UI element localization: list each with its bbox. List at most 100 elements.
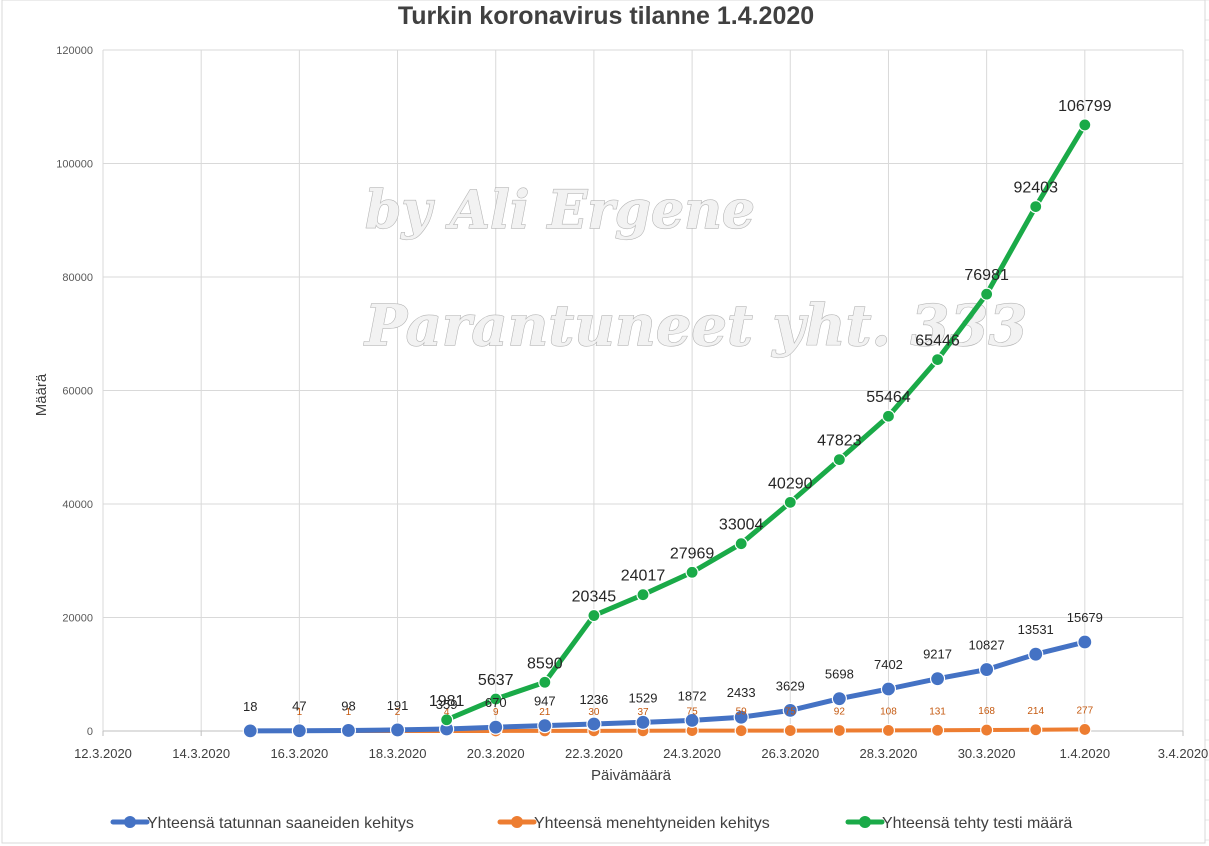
data-point [734, 537, 748, 551]
x-tick-label: 22.3.2020 [565, 746, 623, 761]
confirmed-label: 670 [485, 695, 507, 710]
legend-item-2: Yhteensä tehty testi määrä [845, 815, 1072, 832]
data-point [291, 723, 307, 739]
tests-label: 8590 [527, 655, 563, 672]
y-tick-label: 120000 [56, 45, 93, 57]
tests-label: 47823 [817, 433, 862, 450]
data-point [832, 453, 846, 467]
confirmed-label: 10827 [969, 638, 1005, 653]
data-point [489, 692, 503, 706]
data-point [537, 718, 553, 734]
data-point [880, 681, 897, 697]
deaths-label: 214 [1027, 706, 1044, 717]
confirmed-label: 47 [292, 699, 306, 714]
tests-label: 27969 [670, 545, 715, 562]
deaths-label: 30 [588, 707, 600, 718]
x-tick-label: 14.3.2020 [172, 746, 230, 761]
confirmed-label: 1236 [579, 692, 608, 707]
confirmed-label: 2433 [727, 685, 756, 700]
confirmed-label: 7402 [874, 657, 903, 672]
confirmed-label: 9217 [923, 647, 952, 662]
watermark-recovered: Parantuneet yht. 333 [363, 293, 1027, 359]
legend-label: Yhteensä tatunnan saaneiden kehitys [147, 815, 414, 832]
confirmed-label: 1529 [629, 690, 658, 705]
confirmed-label: 3629 [776, 678, 805, 693]
x-tick-label: 3.4.2020 [1158, 746, 1209, 761]
data-point [733, 709, 749, 725]
data-point [831, 691, 847, 707]
deaths-label: 168 [978, 706, 995, 717]
data-point [734, 724, 748, 738]
confirmed-label: 947 [534, 694, 556, 709]
deaths-label: 9 [493, 707, 499, 718]
x-tick-label: 12.3.2020 [74, 746, 132, 761]
tests-label: 5637 [478, 672, 514, 689]
tests-label: 65446 [915, 333, 960, 350]
y-tick-label: 20000 [62, 613, 93, 625]
data-point [782, 702, 798, 719]
y-tick-label: 100000 [56, 159, 93, 171]
data-point [684, 712, 700, 728]
data-point [980, 723, 994, 737]
x-tick-label: 20.3.2020 [467, 746, 525, 761]
data-point [1029, 200, 1043, 214]
deaths-label: 75 [785, 707, 797, 718]
watermark-author: by Ali Ergene [365, 180, 755, 241]
confirmed-label: 98 [341, 698, 355, 713]
tests-label: 20345 [572, 589, 617, 606]
confirmed-label: 1872 [678, 688, 707, 703]
legend: Yhteensä tatunnan saaneiden kehitys Yhtee… [110, 815, 1072, 832]
data-point [1078, 118, 1092, 132]
deaths-label: 75 [687, 707, 699, 718]
legend-swatch-marker [859, 816, 871, 828]
data-point [832, 723, 846, 738]
tests-label: 106799 [1058, 98, 1111, 115]
data-point [783, 723, 797, 738]
legend-swatch-marker [124, 816, 136, 828]
tests-label: 92403 [1013, 180, 1058, 197]
y-tick-label: 80000 [62, 272, 93, 284]
x-tick-label: 30.3.2020 [958, 746, 1016, 761]
data-point [685, 565, 699, 579]
deaths-label: 1 [297, 707, 303, 718]
confirmed-label: 13531 [1018, 622, 1054, 637]
tests-label: 55464 [866, 389, 911, 406]
legend-label: Yhteensä menehtyneiden kehitys [534, 815, 770, 832]
y-tick-label: 60000 [62, 386, 93, 398]
confirmed-label: 5698 [825, 667, 854, 682]
x-axis-ticks: 12.3.2020 14.3.2020 16.3.2020 18.3.2020 20.3… [74, 746, 1208, 761]
deaths-label: 21 [539, 707, 551, 718]
data-point [488, 719, 504, 735]
data-point [389, 722, 406, 738]
data-point [979, 661, 995, 678]
data-point [1078, 722, 1092, 737]
data-point [340, 722, 357, 739]
data-point [1028, 646, 1044, 662]
y-tick-label: 0 [87, 726, 93, 738]
series-line [444, 122, 1088, 723]
data-point [930, 723, 945, 737]
deaths-label: 277 [1076, 705, 1093, 716]
y-axis-title: Määrä [33, 373, 50, 416]
data-point [242, 723, 258, 739]
confirmed-label: 359 [436, 697, 458, 712]
data-point [881, 723, 896, 737]
data-point [1077, 634, 1093, 650]
tests-label: 24017 [621, 568, 666, 585]
data-point [587, 608, 601, 623]
confirmed-label: 18 [243, 699, 257, 714]
x-tick-label: 26.3.2020 [761, 746, 819, 761]
tests-label: 76981 [964, 267, 1009, 284]
data-point [635, 714, 651, 730]
tests-label: 1981 [429, 693, 465, 710]
legend-item-1: Yhteensä menehtyneiden kehitys [497, 815, 770, 832]
deaths-label: 1 [346, 707, 352, 718]
x-tick-label: 1.4.2020 [1060, 746, 1111, 761]
data-labels: 1 1 2 4 9 21 30 37 75 59 75 92 108 131 168 214 277 18 47 98… [243, 98, 1112, 718]
deaths-label: 4 [444, 707, 450, 718]
deaths-label: 131 [929, 706, 946, 717]
tests-label: 33004 [719, 517, 764, 534]
data-point [1029, 723, 1043, 737]
